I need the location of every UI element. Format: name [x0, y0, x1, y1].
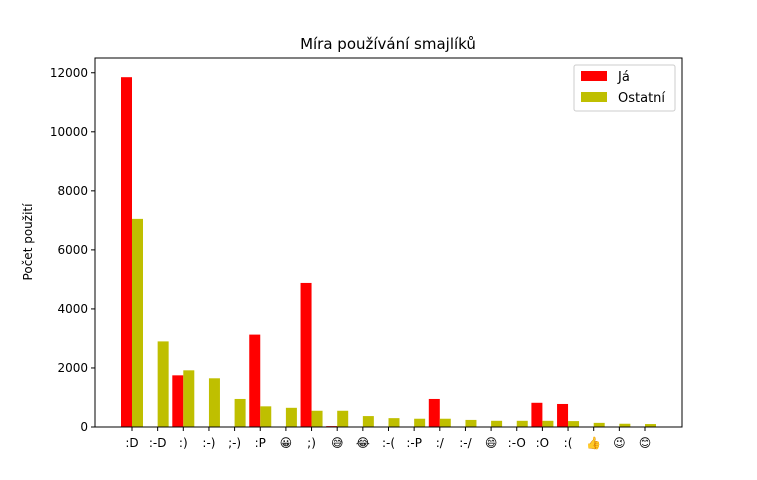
legend-swatch-1 [581, 92, 607, 102]
chart-title: Míra používání smajlíků [300, 35, 476, 53]
bar-ostatni-11 [414, 418, 426, 427]
bar-ja-12 [428, 398, 440, 427]
legend-label-1: Ostatní [618, 91, 665, 106]
bar-ostatni-14 [491, 420, 503, 427]
bar-ostatni-15 [516, 420, 528, 427]
bar-ostatni-6 [285, 407, 297, 427]
y-tick-label-2: 4000 [57, 302, 88, 316]
x-tick-label-12: :/ [436, 436, 445, 450]
bar-ostatni-10 [388, 418, 400, 427]
bar-ostatni-5 [260, 406, 272, 427]
y-tick-label-5: 10000 [50, 125, 88, 139]
x-tick-label-18: 👍 [586, 436, 601, 450]
bar-ja-0 [121, 77, 132, 427]
x-tick-label-7: ;) [307, 436, 316, 450]
x-tick-label-15: :-O [508, 436, 526, 450]
x-tick-label-6: 😀 [280, 436, 293, 450]
plot-frame [94, 57, 683, 428]
bar-ostatni-16 [542, 420, 554, 427]
y-tick-label-0: 0 [80, 420, 88, 434]
bar-ja-5 [249, 334, 261, 427]
bar-ostatni-8 [337, 410, 349, 427]
bars-group [121, 77, 656, 427]
bar-ostatni-2 [183, 370, 195, 427]
bar-ostatni-3 [208, 378, 220, 427]
x-tick-label-5: :P [255, 436, 266, 450]
bar-ostatni-12 [439, 418, 451, 427]
bar-ostatni-20 [645, 424, 656, 427]
bar-ostatni-7 [311, 410, 323, 427]
bar-ja-17 [557, 403, 569, 427]
x-tick-label-9: 😂 [356, 436, 370, 450]
x-tick-label-20: 😊 [639, 436, 652, 450]
x-tick-label-19: 😉 [613, 436, 626, 450]
bar-ostatni-19 [619, 423, 631, 427]
x-tick-label-1: :-D [149, 436, 167, 450]
x-tick-label-0: :D [125, 436, 138, 450]
y-tick-label-4: 8000 [57, 184, 88, 198]
x-tick-label-14: 😄 [485, 436, 498, 450]
x-tick-label-8: 😅 [331, 436, 344, 450]
bar-ostatni-18 [593, 422, 605, 427]
x-tick-label-10: :-( [382, 436, 395, 450]
bar-ostatni-9 [362, 416, 374, 427]
legend: Já Ostatní [573, 64, 676, 112]
y-tick-label-3: 6000 [57, 243, 88, 257]
bar-ja-7 [300, 282, 312, 427]
x-tick-label-11: :-P [406, 436, 422, 450]
bar-ja-16 [531, 402, 543, 427]
bar-ostatni-4 [234, 398, 246, 427]
x-tick-label-4: ;-) [228, 436, 241, 450]
x-tick-label-2: :) [179, 436, 188, 450]
bar-ostatni-1 [157, 341, 169, 427]
x-tick-label-3: :-) [202, 436, 215, 450]
y-tick-label-1: 2000 [57, 361, 88, 375]
x-tick-label-16: :O [536, 436, 550, 450]
x-tick-label-13: :-/ [459, 436, 472, 450]
bar-ostatni-13 [465, 419, 477, 427]
y-axis-ticks: 0 2000 4000 6000 8000 10000 12000 [50, 66, 95, 434]
legend-label-0: Já [617, 70, 630, 85]
bar-ostatni-17 [568, 421, 580, 427]
y-tick-label-6: 12000 [50, 66, 88, 80]
y-axis-label: Počet použití [21, 203, 35, 281]
x-axis-ticks: :D :-D:) :-) ;-) :P 😀;) 😅 😂 :-( :-P :/ :-/ 😄 :-O :O :( 👍… [125, 427, 651, 450]
x-tick-label-17: :( [564, 436, 573, 450]
bar-ostatni-0 [132, 218, 143, 427]
legend-swatch-0 [581, 71, 607, 81]
bar-ja-2 [172, 375, 184, 427]
